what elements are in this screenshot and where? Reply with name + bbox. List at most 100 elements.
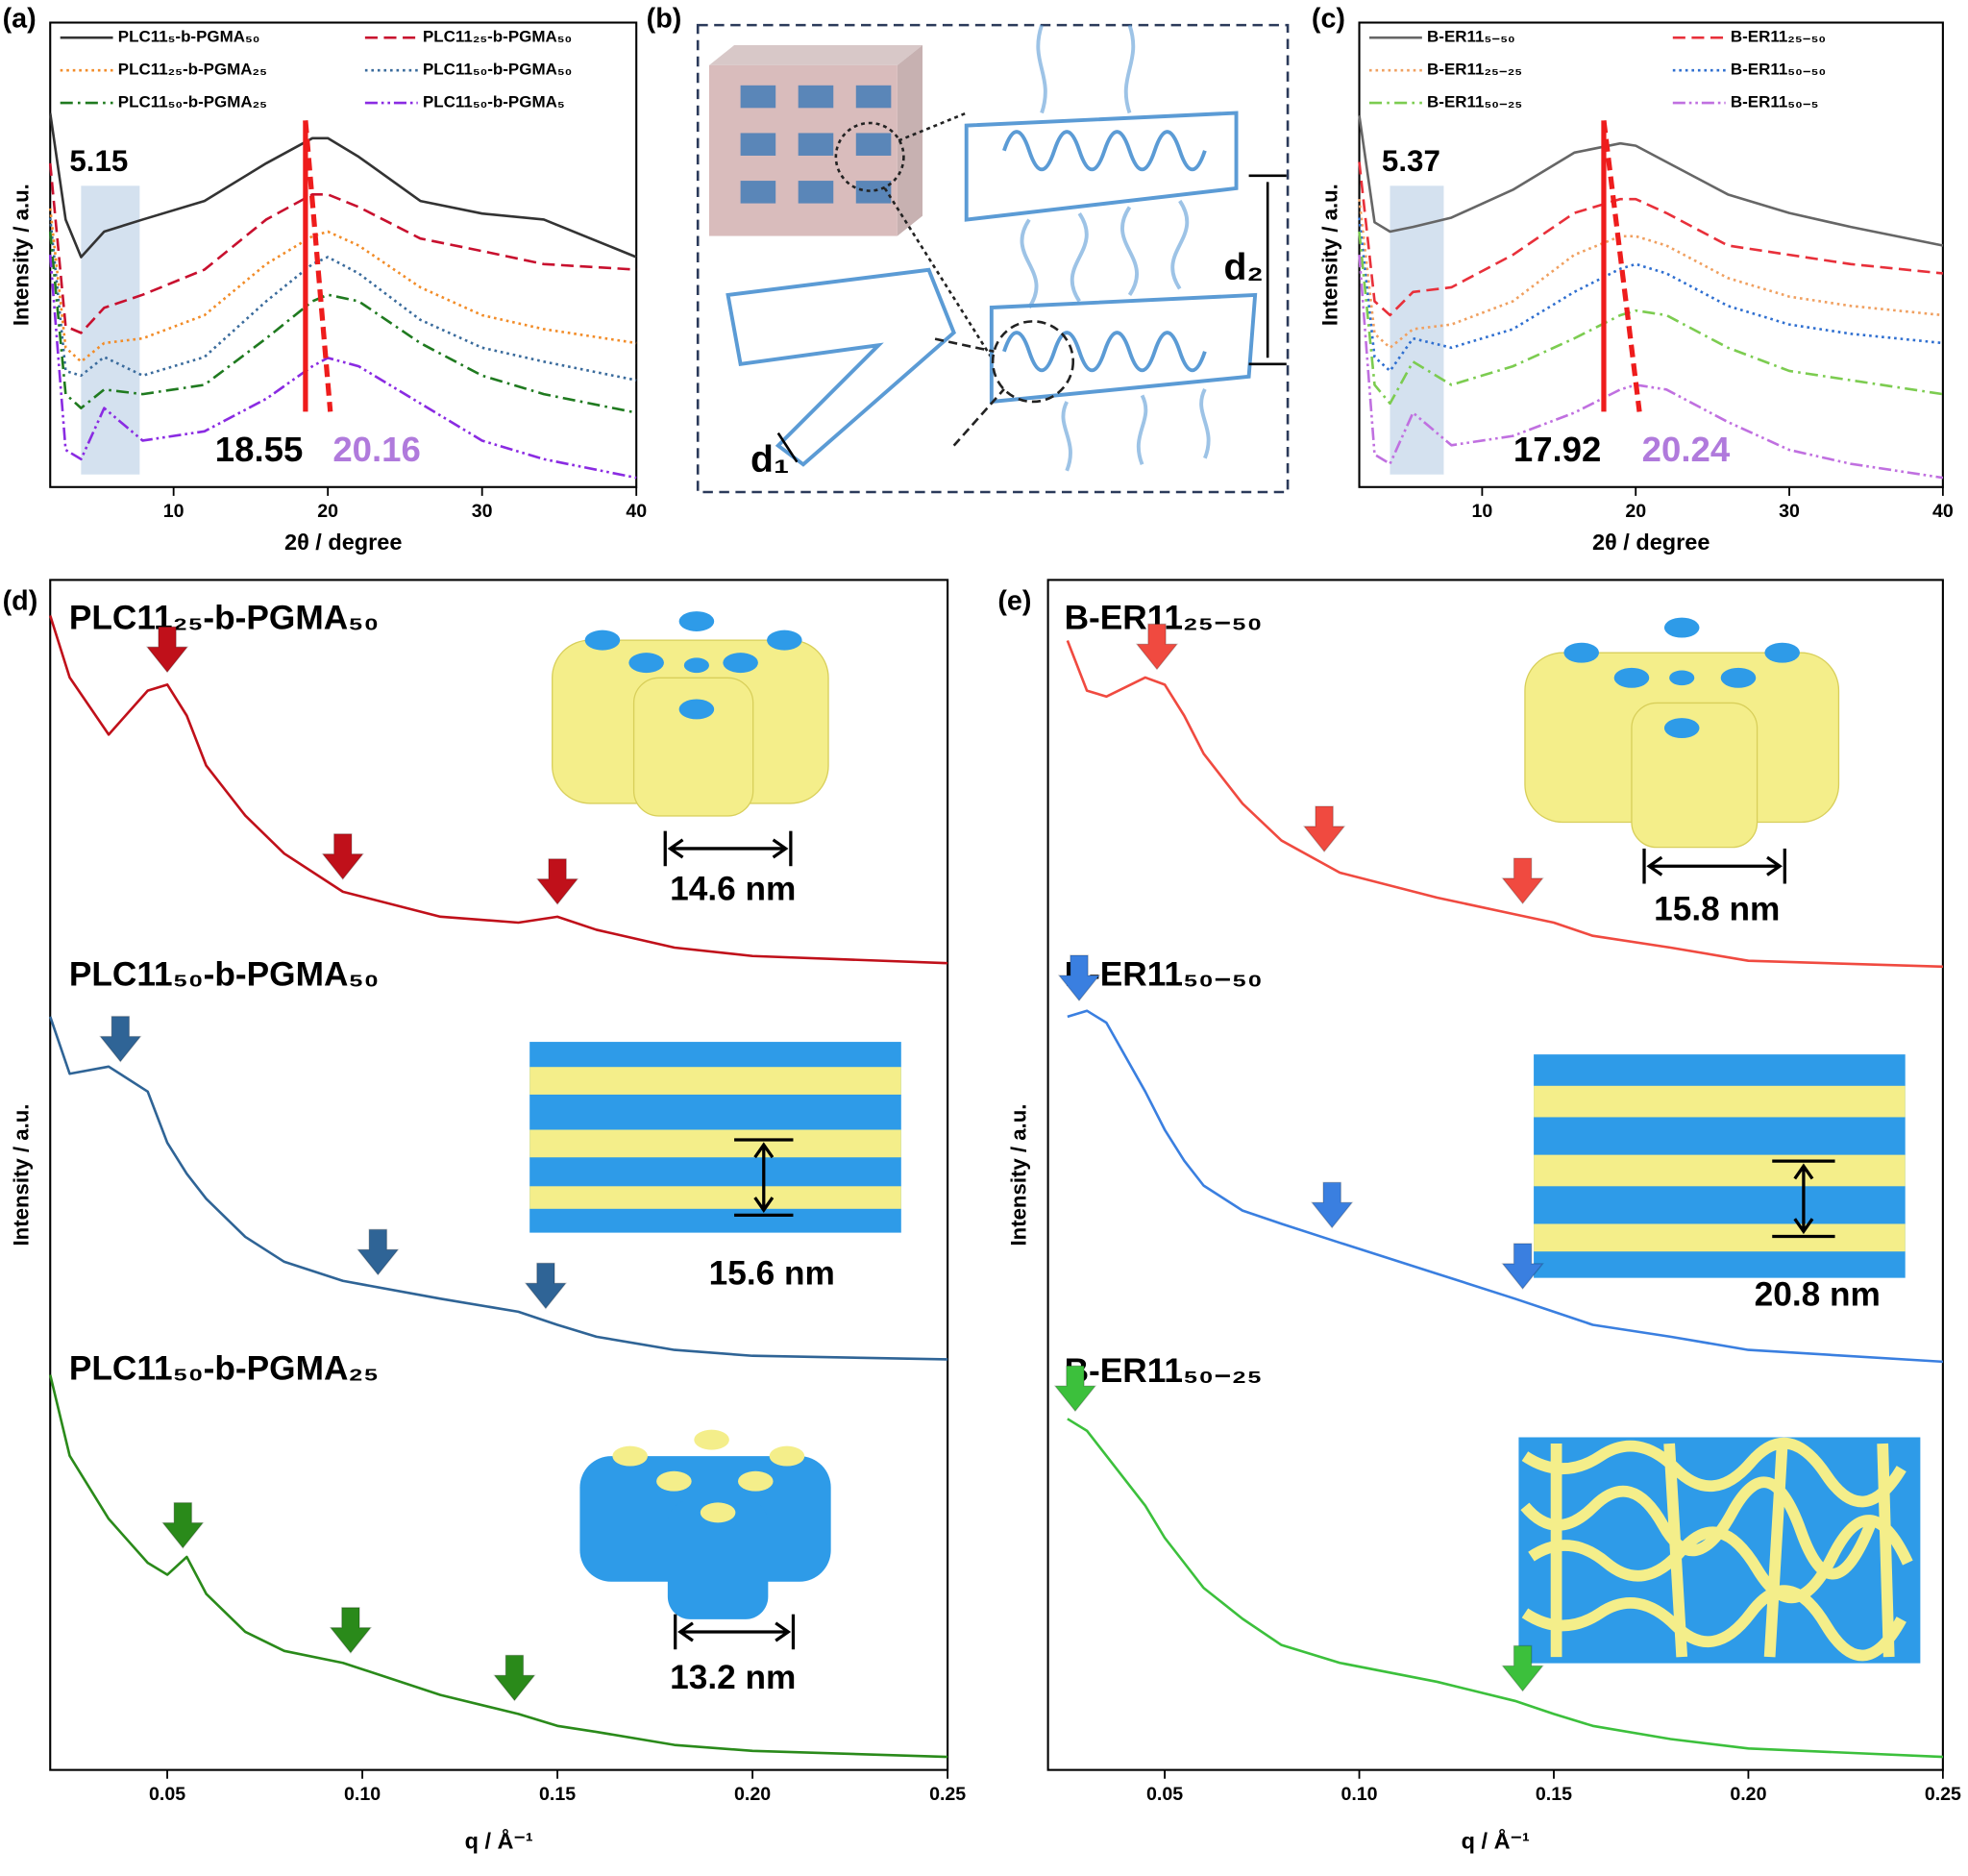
zoom-line [934,337,995,353]
peak-arrow [161,1501,205,1549]
peak-arrow [1053,1365,1097,1413]
x-tick-label: 20 [317,501,338,522]
d2-label: d₂ [1223,247,1263,288]
peak-arrow [524,1262,568,1310]
x-axis-label: q / Å⁻¹ [1462,1828,1530,1854]
phase-network [1520,1437,1913,1662]
x-tick-label: 0.20 [1730,1784,1766,1805]
series-line [48,255,637,480]
x-tick-label: 0.10 [344,1784,381,1805]
cube-top [708,45,922,65]
x-tick-label: 0.25 [929,1784,966,1805]
x-tick-label: 10 [1472,501,1493,522]
peak-arrow [535,858,579,905]
series-line [48,1374,948,1759]
peak-arrow [357,1228,400,1276]
series-line [48,615,948,965]
peak-label: 18.55 [215,430,304,469]
peak-arrow [1135,623,1179,671]
x-tick-label: 0.25 [1925,1784,1961,1805]
series-line [1358,231,1944,406]
x-tick-label: 0.20 [734,1784,771,1805]
zoom-circle [834,121,905,192]
legend-label: B-ER11₅₋₅₀ [1427,28,1515,46]
band-annotation: 5.37 [1382,144,1440,178]
zoom-circle [991,320,1075,404]
legend-label: B-ER11₂₅₋₅₀ [1731,28,1826,46]
series-line [48,112,637,259]
band-annotation: 5.15 [69,144,128,178]
series-line [48,231,637,414]
panel-label: (e) [997,586,1031,617]
series-line [1358,255,1944,480]
peak-arrow [1501,857,1544,905]
series-line [49,1016,948,1361]
x-tick-label: 0.15 [1536,1784,1572,1805]
scale-label: 15.8 nm [1654,891,1780,928]
shaded-band [1390,185,1444,475]
series-line [1358,161,1944,317]
x-tick-label: 10 [163,501,184,522]
legend-label: PLC11₂₅-b-PGMA₅₀ [423,28,572,46]
series-line [1358,217,1944,373]
plot-frame [1046,579,1944,1771]
peak-arrow [99,1015,142,1063]
y-axis-label: Intensity / a.u. [1318,184,1342,326]
scale-arrow [1793,1163,1814,1235]
series-name: PLC11₅₀-b-PGMA₂₅ [69,1350,379,1388]
d1-arrow [776,432,799,463]
scale-label: 20.8 nm [1755,1276,1881,1314]
series-name: B-ER11₅₀₋₂₅ [1065,1352,1263,1390]
x-tick-label: 40 [1932,501,1954,522]
y-axis-label: Intensity / a.u. [1007,1104,1031,1247]
legend-label: PLC11₅₀-b-PGMA₅ [423,93,565,111]
x-tick-label: 30 [472,501,493,522]
legend-label: B-ER11₂₅₋₂₅ [1427,61,1522,79]
inset-lamellae [529,1042,1906,1278]
lamella-crystal [726,267,956,467]
diagram-b: (b) d₂ d₁ [647,3,1290,494]
panel-label: (d) [3,586,38,617]
peak-label: 20.16 [332,430,421,469]
x-tick-label: 0.10 [1341,1784,1377,1805]
series-line [48,217,637,382]
scale-label: 14.6 nm [670,871,796,908]
y-axis-label: Intensity / a.u. [9,1104,33,1247]
scale-arrow [753,1142,775,1213]
series-name: B-ER11₅₀₋₅₀ [1065,955,1263,993]
scale-arrow [667,838,789,859]
scale-label: 13.2 nm [670,1659,796,1696]
series-line [1066,640,1943,969]
x-tick-label: 0.15 [539,1784,576,1805]
inset-cylinders [552,611,1840,1619]
x-tick-label: 30 [1779,501,1800,522]
shaded-band [81,185,140,475]
peak-label: 17.92 [1513,430,1602,469]
legend-label: PLC11₂₅-b-PGMA₂₅ [118,61,267,79]
x-tick-label: 0.05 [149,1784,185,1805]
peak-shift [1601,120,1642,412]
legend-label: B-ER11₅₀₋₂₅ [1427,93,1522,111]
peak-shift [303,120,333,412]
series-name: PLC11₅₀-b-PGMA₅₀ [69,955,380,993]
y-axis-label: Intensity / a.u. [9,184,33,326]
peak-arrow [1310,1181,1354,1229]
x-axis-label: q / Å⁻¹ [465,1828,533,1854]
series-line [48,208,637,363]
inset-bicontinuous [1518,1437,1921,1664]
scale-arrow [1646,855,1783,876]
lamella-upper [964,111,1239,222]
x-tick-label: 20 [1625,501,1646,522]
legend-label: B-ER11₅₀₋₅₀ [1731,61,1826,79]
scale-arrow [677,1621,792,1642]
x-axis-label: 2θ / degree [1592,530,1710,555]
series-line [1358,114,1944,247]
panel-label: (a) [3,3,37,34]
legend-label: PLC11₅-b-PGMA₅₀ [118,28,260,46]
zoom-line [898,111,968,142]
peak-arrow [329,1607,373,1654]
panel-label: (c) [1312,3,1345,34]
peak-arrow [1057,954,1101,1002]
peak-label: 20.24 [1642,430,1731,469]
